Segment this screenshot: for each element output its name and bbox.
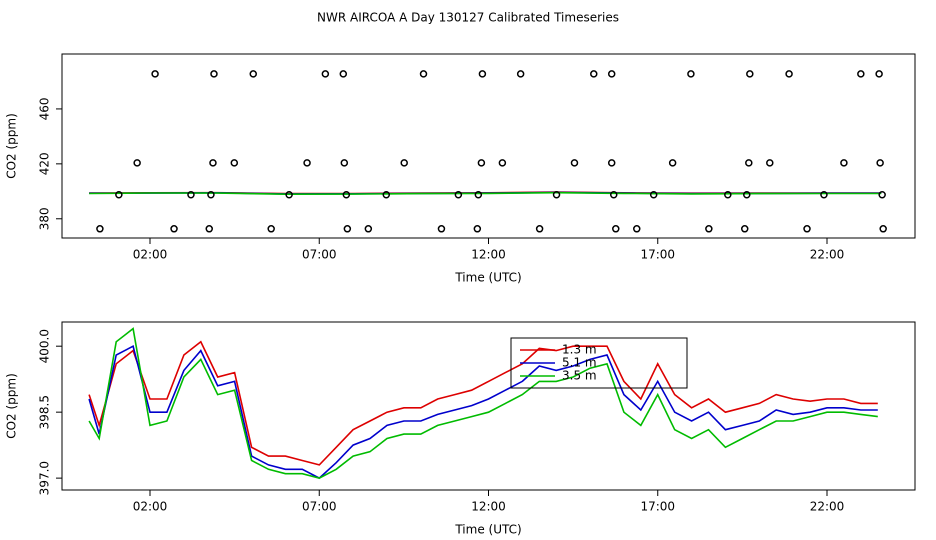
calibration-point xyxy=(437,225,446,233)
calibration-point xyxy=(267,225,275,233)
calibration-point xyxy=(249,70,257,78)
y-tick-label: 400.0 xyxy=(38,329,52,363)
x-tick-label: 07:00 xyxy=(302,248,337,262)
x-tick-label: 17:00 xyxy=(640,500,675,514)
calibration-point xyxy=(477,159,486,167)
y-tick-label: 398.5 xyxy=(38,395,52,429)
calibration-point xyxy=(321,70,330,78)
calibration-point xyxy=(187,190,195,199)
calibration-point xyxy=(876,159,884,167)
calibration-point xyxy=(342,190,351,199)
calibration-point xyxy=(590,70,598,78)
legend-label: 5.1 m xyxy=(562,356,597,370)
plot-frame xyxy=(61,321,916,491)
chart-title: NWR AIRCOA A Day 130127 Calibrated Times… xyxy=(317,11,619,25)
calibration-point xyxy=(382,190,391,199)
calibration-point xyxy=(303,159,311,167)
calibration-point xyxy=(339,70,348,78)
calibration-point xyxy=(878,190,886,199)
calibration-point xyxy=(649,190,658,199)
x-axis-label: Time (UTC) xyxy=(454,271,521,285)
legend-label: 1.3 m xyxy=(562,343,597,357)
calibration-point xyxy=(607,159,616,167)
calibration-point xyxy=(473,225,482,233)
calibration-point xyxy=(820,190,828,199)
x-tick-label: 02:00 xyxy=(133,500,168,514)
calibration-point xyxy=(840,159,848,167)
plot-frame xyxy=(61,53,916,239)
calibration-point xyxy=(857,70,865,78)
calibration-point xyxy=(516,70,525,78)
x-tick-label: 22:00 xyxy=(810,500,845,514)
legend-box xyxy=(510,337,688,389)
calibration-point xyxy=(209,159,217,167)
y-tick-label: 420 xyxy=(38,152,52,175)
x-tick-label: 12:00 xyxy=(471,500,506,514)
calibration-point xyxy=(343,225,352,233)
x-tick-label: 07:00 xyxy=(302,500,337,514)
calibration-point xyxy=(746,70,754,78)
calibration-point xyxy=(498,159,507,167)
y-axis-label: CO2 (ppm) xyxy=(5,113,19,179)
calibration-point xyxy=(743,190,751,199)
x-tick-label: 22:00 xyxy=(810,248,845,262)
calibration-point xyxy=(96,225,104,233)
y-tick-label: 380 xyxy=(38,207,52,230)
calibration-point xyxy=(668,159,677,167)
calibration-point xyxy=(705,225,713,233)
series-line xyxy=(88,345,878,480)
calibration-point xyxy=(210,70,218,78)
calibration-point xyxy=(612,225,620,233)
calibration-point xyxy=(205,225,213,233)
calibration-point xyxy=(609,190,618,199)
calibration-point xyxy=(230,159,239,167)
x-tick-label: 02:00 xyxy=(133,248,168,262)
calibration-point xyxy=(285,190,293,199)
calibration-point xyxy=(340,159,349,167)
calibration-point xyxy=(133,159,141,167)
y-tick-label: 397.0 xyxy=(38,461,52,495)
calibration-point xyxy=(400,159,408,167)
calibration-point xyxy=(552,190,561,199)
calibration-point xyxy=(740,225,749,233)
x-tick-label: 12:00 xyxy=(471,248,506,262)
calibration-point xyxy=(535,225,544,233)
calibration-point xyxy=(151,70,159,78)
x-axis-label: Time (UTC) xyxy=(454,523,521,537)
x-tick-label: 17:00 xyxy=(640,248,675,262)
calibration-point xyxy=(478,70,487,78)
y-tick-label: 460 xyxy=(38,97,52,120)
calibration-point xyxy=(633,225,641,233)
calibration-point xyxy=(785,70,793,78)
calibration-point xyxy=(803,225,811,233)
calibration-point xyxy=(474,190,483,199)
calibration-point xyxy=(875,70,883,78)
calibration-point xyxy=(454,190,463,199)
legend-label: 3.5 m xyxy=(562,369,597,383)
calibration-point xyxy=(364,225,373,233)
calibration-point xyxy=(687,70,695,78)
y-axis-label: CO2 (ppm) xyxy=(5,373,19,439)
calibration-point xyxy=(607,70,616,78)
calibration-point xyxy=(745,159,753,167)
calibration-point xyxy=(570,159,579,167)
calibration-point xyxy=(115,190,123,199)
calibration-point xyxy=(879,225,887,233)
calibration-point xyxy=(724,190,732,199)
calibration-point xyxy=(170,225,178,233)
series-line xyxy=(88,340,878,466)
series-line xyxy=(89,191,882,196)
calibration-point xyxy=(207,190,215,199)
calibration-point xyxy=(419,70,428,78)
series-line xyxy=(88,327,878,479)
calibration-point xyxy=(766,159,774,167)
